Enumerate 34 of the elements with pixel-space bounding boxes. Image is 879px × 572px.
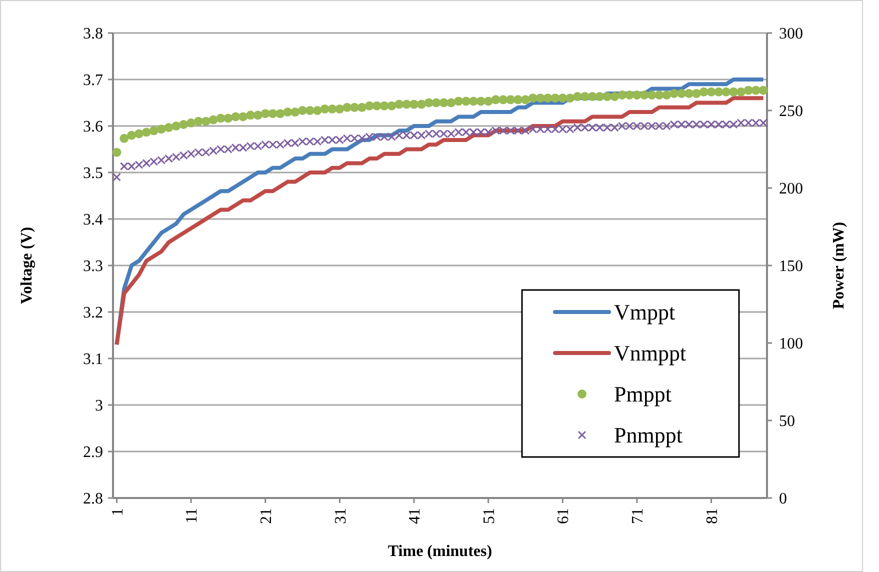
x-tick-label: 11 <box>184 508 201 524</box>
y2-tick-label: 50 <box>779 413 795 430</box>
y2-tick-label: 150 <box>779 258 803 276</box>
y2-tick-label: 200 <box>779 180 803 198</box>
x-tick-label: 31 <box>332 508 350 524</box>
x-tick-label: 61 <box>555 508 572 524</box>
legend-label: Pnmppt <box>614 422 682 448</box>
y-tick-label: 2.9 <box>83 444 103 462</box>
x-tick-label: 51 <box>480 508 498 524</box>
legend-label: Vnmppt <box>614 340 686 366</box>
x-tick-label: 1 <box>109 508 126 516</box>
y-tick-label: 2.8 <box>83 490 103 508</box>
y-tick-label: 3.3 <box>83 258 103 276</box>
y-tick-label: 3.4 <box>83 212 103 229</box>
y-axis-title: Voltage (V) <box>18 226 36 304</box>
y-tick-label: 3.8 <box>83 26 103 43</box>
y2-tick-label: 0 <box>779 490 787 508</box>
y2-tick-label: 250 <box>779 103 803 120</box>
x-tick-label: 41 <box>406 508 424 524</box>
y-tick-label: 3.5 <box>83 165 103 182</box>
y2-tick-label: 300 <box>779 26 803 43</box>
y-tick-label: 3.1 <box>83 351 103 368</box>
x-tick-label: 71 <box>630 508 647 524</box>
x-tick-label: 81 <box>704 508 721 524</box>
x-tick-label: 21 <box>258 508 275 524</box>
legend-label: Pmppt <box>614 382 672 407</box>
y-tick-label: 3.2 <box>83 304 103 322</box>
y-tick-label: 3.7 <box>83 72 103 90</box>
y2-axis-title: Power (mW) <box>830 222 848 310</box>
y-tick-label: 3 <box>95 398 103 415</box>
y2-tick-label: 100 <box>779 336 803 353</box>
y-tick-label: 3.6 <box>83 118 103 136</box>
x-axis-title: Time (minutes) <box>388 543 492 560</box>
legend-label: Vmppt <box>614 300 676 325</box>
